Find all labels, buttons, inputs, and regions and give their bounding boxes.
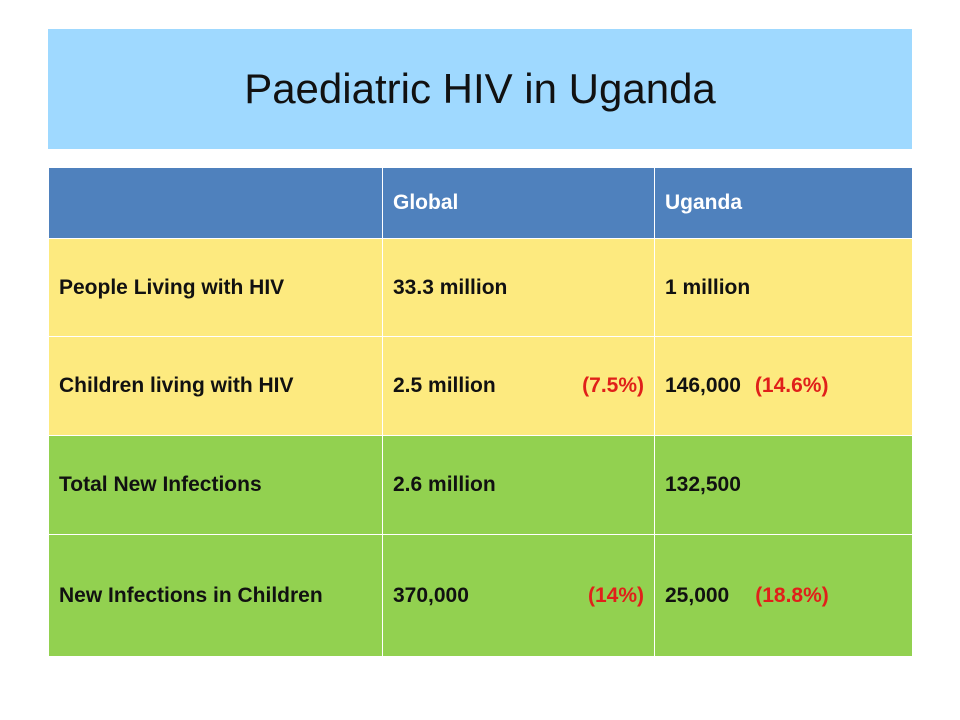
page-title: Paediatric HIV in Uganda bbox=[244, 65, 716, 112]
global-percent: (7.5%) bbox=[582, 374, 644, 397]
global-value: 2.5 million (7.5%) bbox=[382, 336, 655, 436]
uganda-count: 132,500 bbox=[665, 473, 741, 496]
table-row: Total New Infections 2.6 million 132,500 bbox=[48, 435, 913, 535]
global-value: 2.6 million bbox=[382, 435, 655, 535]
uganda-value: 25,000 (18.8%) bbox=[654, 534, 913, 657]
hiv-table: Global Uganda People Living with HIV 33.… bbox=[48, 167, 913, 657]
header-cell-global: Global bbox=[382, 167, 655, 239]
global-count: 2.6 million bbox=[393, 473, 496, 496]
uganda-count: 25,000 bbox=[665, 583, 730, 607]
global-count: 33.3 million bbox=[393, 275, 508, 299]
table-header-row: Global Uganda bbox=[48, 167, 913, 239]
uganda-value: 132,500 bbox=[654, 435, 913, 535]
table-row: Children living with HIV 2.5 million (7.… bbox=[48, 336, 913, 436]
row-label: New Infections in Children bbox=[48, 534, 383, 657]
global-value: 33.3 million bbox=[382, 238, 655, 337]
row-label: Children living with HIV bbox=[48, 336, 383, 436]
global-percent: (14%) bbox=[587, 583, 644, 607]
header-cell-uganda: Uganda bbox=[654, 167, 913, 239]
uganda-count: 146,000 bbox=[665, 374, 741, 397]
row-label: People Living with HIV bbox=[48, 238, 383, 337]
uganda-count: 1 million bbox=[665, 275, 751, 299]
uganda-percent: (14.6%) bbox=[754, 374, 829, 397]
global-value: 370,000 (14%) bbox=[382, 534, 655, 657]
global-count: 370,000 bbox=[393, 583, 469, 607]
table-row: New Infections in Children 370,000 (14%)… bbox=[48, 534, 913, 657]
uganda-percent: (18.8%) bbox=[755, 583, 829, 607]
row-label: Total New Infections bbox=[48, 435, 383, 535]
table-row: People Living with HIV 33.3 million 1 mi… bbox=[48, 238, 913, 337]
uganda-value: 146,000 (14.6%) bbox=[654, 336, 913, 436]
uganda-value: 1 million bbox=[654, 238, 913, 337]
header-cell-empty bbox=[48, 167, 383, 239]
global-count: 2.5 million bbox=[393, 374, 496, 397]
title-banner: Paediatric HIV in Uganda bbox=[48, 29, 912, 149]
